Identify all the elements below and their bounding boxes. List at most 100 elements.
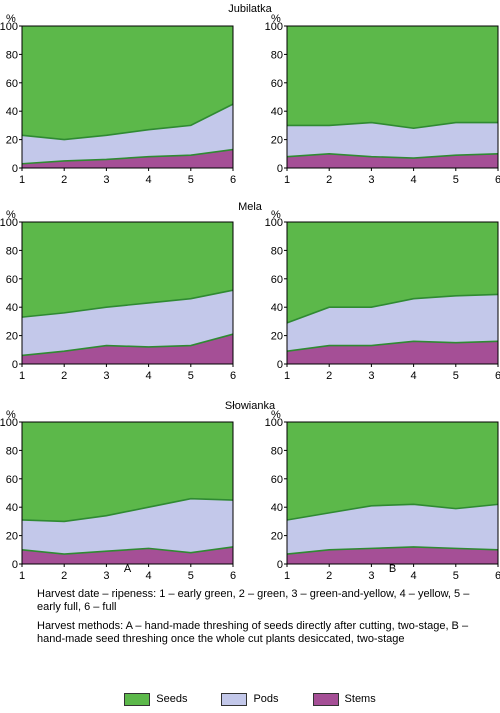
panel-mela-b-pods-seeds-boundary — [286, 293, 499, 324]
panel-mela-a-xtick-label: 5 — [188, 370, 194, 382]
panel-slowianka-a-group-title: Słowianka — [225, 400, 276, 412]
legend-swatch-stems — [312, 692, 339, 706]
panel-slowianka-b-xtick-label: 3 — [368, 570, 374, 582]
legend-swatch-pods — [221, 692, 248, 706]
panel-mela-b-stems-area — [287, 341, 498, 364]
panel-slowianka-a-plot-frame — [21, 421, 234, 565]
harvest-date-note: Harvest date – ripeness: 1 – early green… — [37, 588, 470, 613]
legend-label-seeds: Seeds — [156, 693, 188, 705]
panel-jubilatka-b-ytick-label: 20 — [271, 135, 283, 147]
panel-mela-b-xtick-label: 3 — [368, 370, 374, 382]
panel-mela-b-ytick-label: 0 — [277, 359, 283, 371]
panel-jubilatka-a-plot-frame — [21, 25, 234, 169]
panel-jubilatka-b-ytick-label: 0 — [277, 163, 283, 175]
panel-slowianka-b-ytick-label: 60 — [271, 474, 283, 486]
panel-slowianka-a-xtick-label: 5 — [188, 570, 194, 582]
panel-mela-a-xtick-label: 4 — [146, 370, 152, 382]
panel-mela-a-ytick-label: 60 — [6, 274, 18, 286]
panel-mela-a-xtick-label: 6 — [230, 370, 236, 382]
panel-jubilatka-a-y-unit-label: % — [6, 13, 16, 25]
panel-mela-a-xtick-label: 1 — [19, 370, 25, 382]
panel-jubilatka-b-ytick-label: 60 — [271, 78, 283, 90]
panel-mela-b-xtick-label: 6 — [495, 370, 500, 382]
panel-slowianka-a-xtick-label: 6 — [230, 570, 236, 582]
panel-jubilatka-a-ytick-label: 20 — [6, 135, 18, 147]
panel-jubilatka-a-ytick-label: 100 — [0, 21, 18, 33]
panel-jubilatka-a-pods-seeds-boundary — [21, 103, 234, 141]
panel-jubilatka-b-xtick-label: 1 — [284, 174, 290, 186]
panel-jubilatka-a-group-title: Jubilatka — [228, 3, 272, 15]
panel-jubilatka-a-xtick-label: 4 — [146, 174, 152, 186]
panel-slowianka-a-xtick-label: 2 — [61, 570, 67, 582]
panel-mela-a-ytick-label: 0 — [12, 359, 18, 371]
panel-slowianka-b-ytick-label: 0 — [277, 559, 283, 571]
panel-jubilatka-b-stems-pods-boundary — [286, 152, 499, 159]
legend-item-pods: Pods — [221, 692, 279, 706]
panel-slowianka-b-xtick-label: 6 — [495, 570, 500, 582]
panel-mela-b-xtick-label: 4 — [411, 370, 417, 382]
panel-mela-b-ytick-label: 20 — [271, 331, 283, 343]
panel-slowianka-b-pods-seeds-boundary — [286, 503, 499, 521]
panel-slowianka-b-xtick-label: 4 — [411, 570, 417, 582]
panel-jubilatka-a-xtick-label: 3 — [103, 174, 109, 186]
panel-mela-a-pods-seeds-boundary — [21, 289, 234, 318]
panel-slowianka-b-ytick-label: 100 — [265, 417, 283, 429]
panel-mela-a-ytick-label: 80 — [6, 245, 18, 257]
panel-slowianka-a-pods-seeds-boundary — [21, 497, 234, 523]
panel-mela-b-ytick-label: 80 — [271, 245, 283, 257]
panel-slowianka-a-xtick-label: 4 — [146, 570, 152, 582]
panel-slowianka-a-ytick-label: 60 — [6, 474, 18, 486]
legend-item-stems: Stems — [312, 692, 376, 706]
panel-jubilatka-b-stems-area — [287, 153, 498, 168]
panel-slowianka-b-stems-area — [287, 546, 498, 564]
panel-mela-a-ytick-label: 40 — [6, 302, 18, 314]
panel-jubilatka-b-plot-frame — [286, 25, 499, 169]
panel-jubilatka-b-pods-seeds-boundary — [287, 121, 498, 130]
legend-label-pods: Pods — [253, 693, 279, 705]
panel-jubilatka-b-ytick-label: 100 — [265, 21, 283, 33]
panel-jubilatka-b-xtick-label: 3 — [368, 174, 374, 186]
panel-jubilatka-b-ytick-label: 80 — [271, 49, 283, 61]
panel-jubilatka-a-xtick-label: 6 — [230, 174, 236, 186]
panel-jubilatka-b-xtick-label: 4 — [411, 174, 417, 186]
panel-mela-b-xtick-label: 5 — [453, 370, 459, 382]
panel-jubilatka-a-ytick-label: 40 — [6, 106, 18, 118]
panel-slowianka-b-column-label: B — [389, 563, 396, 575]
legend-swatch-seeds — [124, 692, 151, 706]
panel-mela-b-xtick-label: 1 — [284, 370, 290, 382]
panel-mela-b-ytick-label: 60 — [271, 274, 283, 286]
legend: Seeds Pods Stems — [0, 690, 500, 708]
panel-jubilatka-a-stems-pods-boundary — [21, 148, 234, 165]
panel-mela-a-plot-frame — [21, 221, 234, 365]
panel-slowianka-b-xtick-label: 2 — [326, 570, 332, 582]
panel-slowianka-a-stems-area — [22, 546, 233, 564]
panel-slowianka-a-column-label: A — [124, 563, 132, 575]
panel-jubilatka-b-y-unit-label: % — [271, 13, 281, 25]
panel-slowianka-a-ytick-label: 40 — [6, 502, 18, 514]
panel-mela-a-xtick-label: 2 — [61, 370, 67, 382]
panel-jubilatka-a-ytick-label: 60 — [6, 78, 18, 90]
panel-slowianka-a-stems-pods-boundary — [21, 546, 234, 555]
panel-mela-a-stems-pods-boundary — [21, 333, 234, 357]
panel-mela-a-ytick-label: 100 — [0, 217, 18, 229]
panel-mela-b-xtick-label: 2 — [326, 370, 332, 382]
panel-mela-b-ytick-label: 40 — [271, 302, 283, 314]
panel-mela-b-plot-frame — [286, 221, 499, 365]
panel-jubilatka-b-ytick-label: 40 — [271, 106, 283, 118]
legend-label-stems: Stems — [344, 693, 376, 705]
panel-slowianka-a-ytick-label: 0 — [12, 559, 18, 571]
panel-mela-b-y-unit-label: % — [271, 209, 281, 221]
panel-slowianka-a-y-unit-label: % — [6, 409, 16, 421]
legend-item-seeds: Seeds — [124, 692, 188, 706]
panel-jubilatka-b-xtick-label: 5 — [453, 174, 459, 186]
panel-jubilatka-a-xtick-label: 2 — [61, 174, 67, 186]
panel-mela-b-ytick-label: 100 — [265, 217, 283, 229]
panel-slowianka-a-xtick-label: 1 — [19, 570, 25, 582]
panel-slowianka-b-ytick-label: 40 — [271, 502, 283, 514]
panel-slowianka-a-xtick-label: 3 — [103, 570, 109, 582]
panel-jubilatka-a-xtick-label: 5 — [188, 174, 194, 186]
panel-slowianka-b-ytick-label: 20 — [271, 531, 283, 543]
panel-slowianka-a-ytick-label: 20 — [6, 531, 18, 543]
panel-jubilatka-a-xtick-label: 1 — [19, 174, 25, 186]
